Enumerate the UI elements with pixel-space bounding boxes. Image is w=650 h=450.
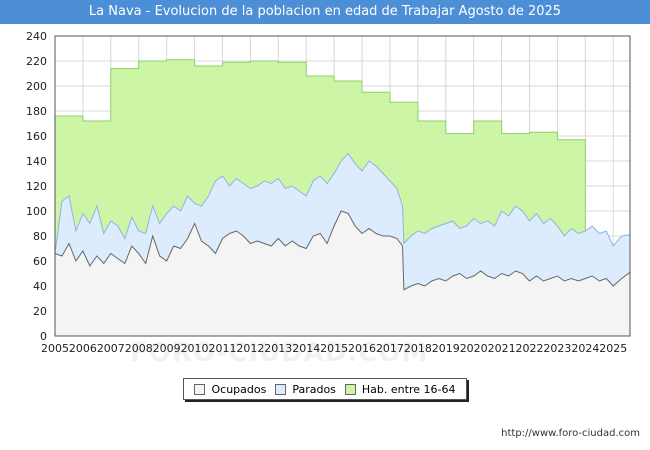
x-tick-label: 2006 [69, 342, 97, 355]
legend-label-parados: Parados [292, 382, 336, 396]
credit-link[interactable]: http://www.foro-ciudad.com [501, 428, 640, 439]
line-ocupados [54, 210, 631, 291]
x-tick-label: 2013 [264, 342, 292, 355]
x-tick-label: 2023 [543, 342, 571, 355]
chart-title: La Nava - Evolucion de la poblacion en e… [0, 0, 650, 24]
area-ocupados [55, 211, 630, 336]
legend-item-ocupados: Ocupados [194, 383, 266, 396]
x-tick-label: 2009 [153, 342, 181, 355]
plot-frame [54, 35, 631, 337]
x-tick-label: 2025 [599, 342, 627, 355]
y-tick-label: 80 [33, 230, 47, 243]
x-tick-label: 2017 [376, 342, 404, 355]
y-tick-label: 0 [40, 330, 47, 343]
y-tick-label: 100 [26, 205, 47, 218]
legend-item-habitantes: Hab. entre 16-64 [344, 382, 456, 396]
legend-swatch-parados [275, 383, 287, 395]
y-tick-label: 240 [26, 30, 47, 43]
x-tick-label: 2012 [236, 342, 264, 355]
x-tick-label: 2007 [97, 342, 125, 355]
legend-item-parados: Parados [275, 383, 336, 396]
x-tick-label: 2010 [181, 342, 209, 355]
y-tick-label: 200 [26, 80, 47, 93]
x-tick-label: 2024 [571, 342, 599, 355]
x-tick-label: 2019 [432, 342, 460, 355]
y-tick-label: 180 [26, 105, 47, 118]
y-tick-label: 60 [33, 255, 47, 268]
line-hab-entre-16-64 [55, 59, 587, 243]
x-tick-label: 2005 [41, 342, 69, 355]
legend-swatch-ocupados [194, 383, 206, 395]
legend-label-habitantes: Hab. entre 16-64 [361, 382, 456, 396]
axes [54, 35, 631, 337]
y-tick-label: 20 [33, 305, 47, 318]
x-tick-label: 2015 [320, 342, 348, 355]
x-tick-label: 2016 [348, 342, 376, 355]
x-tick-label: 2018 [404, 342, 432, 355]
legend-label-ocupados: Ocupados [211, 382, 267, 396]
y-tick-label: 140 [26, 155, 47, 168]
y-tick-label: 40 [33, 280, 47, 293]
x-tick-label: 2022 [516, 342, 544, 355]
x-tick-label: 2011 [208, 342, 236, 355]
x-tick-label: 2014 [292, 342, 320, 355]
x-tick-label: 2020 [460, 342, 488, 355]
watermark: FORO-CIUDAD.COM [130, 338, 429, 368]
legend: Ocupados Parados Hab. entre 16-64 [183, 378, 467, 400]
x-tick-label: 2008 [125, 342, 153, 355]
series-areas [54, 59, 631, 337]
y-tick-label: 120 [26, 180, 47, 193]
line-parados [54, 152, 631, 254]
y-tick-label: 160 [26, 130, 47, 143]
y-axis-ticks: 0 20 40 60 80 100 120 140 160 180 200 220 240 [26, 30, 47, 343]
y-tick-label: 220 [26, 55, 47, 68]
legend-swatch-habitantes [344, 383, 356, 395]
x-tick-label: 2021 [488, 342, 516, 355]
x-axis-ticks: 2005 2006 2007 2008 2009 2010 2011 2012 2013 2014… [41, 342, 627, 355]
